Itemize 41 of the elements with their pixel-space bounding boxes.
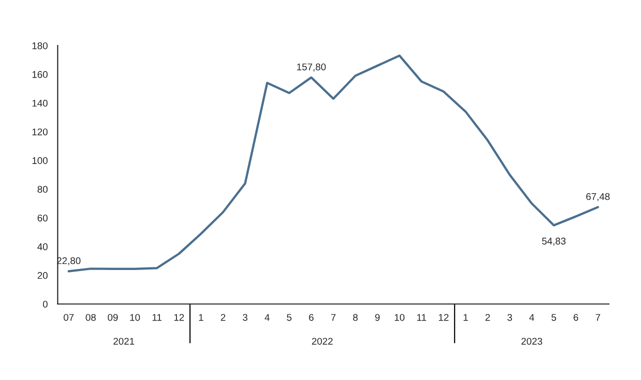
x-tick-label: 7 <box>596 314 600 321</box>
x-tick-label: 10 <box>130 314 140 321</box>
x-tick-label: 08 <box>86 314 96 321</box>
text: 2023 <box>521 338 542 345</box>
y-tick-label: 120 <box>32 128 48 136</box>
x-tick-label: 3 <box>242 314 248 321</box>
x-tick-label: 2 <box>485 314 490 321</box>
x-tick-label: 8 <box>353 314 358 321</box>
y-tick-label: 140 <box>32 100 48 107</box>
x-tick-label: 4 <box>529 314 534 321</box>
x-tick-label: 10 <box>394 314 404 321</box>
x-tick-label: 9 <box>375 314 380 321</box>
x-tick-label: 1 <box>464 314 468 321</box>
x-tick-label: 6 <box>574 314 578 321</box>
y-tick-label: 60 <box>38 214 48 222</box>
x-tick-label: 12 <box>174 314 184 321</box>
x-tick-label: 5 <box>286 314 292 321</box>
data-label: 67,48 <box>586 193 610 202</box>
y-tick-label: 160 <box>32 71 48 78</box>
x-tick-label: 09 <box>108 314 118 321</box>
y-tick-label: 80 <box>38 186 48 193</box>
y-tick-label: 100 <box>32 157 48 164</box>
data-label: 157,80 <box>297 63 326 72</box>
y-tick-label: 0 <box>42 300 48 308</box>
x-tick-label: 11 <box>417 314 426 321</box>
data-label: 54,83 <box>542 238 566 246</box>
text: 2022 <box>312 338 333 345</box>
x-tick-label: 2 <box>220 314 226 321</box>
x-tick-label: 7 <box>331 314 336 321</box>
x-tick-label: 5 <box>552 314 556 321</box>
y-tick-label: 180 <box>32 42 48 50</box>
x-tick-label: 07 <box>64 314 74 321</box>
y-tick-label: 40 <box>37 243 48 250</box>
x-tick-label: 4 <box>264 314 270 321</box>
x-tick-label: 6 <box>309 314 314 321</box>
y-tick-label: 20 <box>38 272 48 279</box>
x-tick-label: 1 <box>199 314 204 321</box>
text: 2021 <box>114 338 134 345</box>
x-tick-label: 12 <box>438 314 448 321</box>
x-tick-label: 3 <box>507 314 512 321</box>
x-tick-label: 11 <box>152 314 162 321</box>
